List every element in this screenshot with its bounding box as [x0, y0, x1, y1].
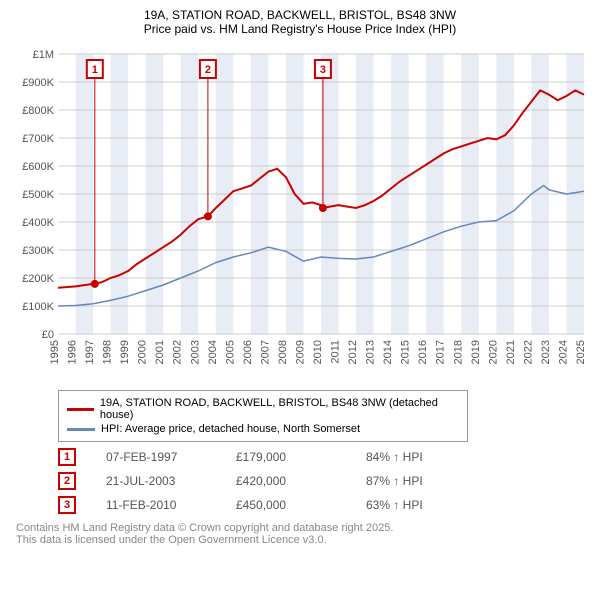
marker-box: 3: [58, 496, 76, 514]
svg-text:£300K: £300K: [22, 245, 54, 257]
svg-text:2021: 2021: [505, 340, 517, 364]
svg-text:2023: 2023: [540, 340, 552, 364]
svg-text:1997: 1997: [84, 340, 96, 364]
chart-svg: £0 £100K £200K £300K £400K £500K £600K £700K £80…: [8, 44, 592, 384]
svg-text:£200K: £200K: [22, 273, 54, 285]
svg-text:1998: 1998: [102, 340, 114, 364]
svg-text:£500K: £500K: [22, 189, 54, 201]
svg-text:2002: 2002: [172, 340, 184, 364]
sale-pct: 87% ↑ HPI: [366, 474, 423, 488]
svg-text:2025: 2025: [575, 340, 587, 364]
chart-container: 19A, STATION ROAD, BACKWELL, BRISTOL, BS…: [0, 0, 600, 590]
marker-box: 2: [58, 472, 76, 490]
svg-text:1: 1: [92, 64, 98, 76]
sale-date: 21-JUL-2003: [106, 474, 206, 488]
svg-text:£900K: £900K: [22, 77, 54, 89]
sale-price: £179,000: [236, 450, 336, 464]
svg-text:£700K: £700K: [22, 133, 54, 145]
sale-pct: 63% ↑ HPI: [366, 498, 423, 512]
svg-text:£1M: £1M: [33, 49, 54, 61]
footer: Contains HM Land Registry data © Crown c…: [16, 522, 592, 546]
svg-text:£100K: £100K: [22, 301, 54, 313]
title-block: 19A, STATION ROAD, BACKWELL, BRISTOL, BS…: [8, 8, 592, 36]
legend-row-1: 19A, STATION ROAD, BACKWELL, BRISTOL, BS…: [67, 397, 459, 421]
svg-text:2009: 2009: [294, 340, 306, 364]
legend-swatch-1: [67, 408, 94, 411]
svg-text:2010: 2010: [312, 340, 324, 364]
svg-text:2022: 2022: [522, 340, 534, 364]
legend-label-2: HPI: Average price, detached house, Nort…: [101, 423, 360, 435]
title-line-1: 19A, STATION ROAD, BACKWELL, BRISTOL, BS…: [8, 8, 592, 22]
svg-text:2003: 2003: [189, 340, 201, 364]
sale-price: £420,000: [236, 474, 336, 488]
sale-date: 11-FEB-2010: [106, 498, 206, 512]
svg-text:2012: 2012: [347, 340, 359, 364]
title-line-2: Price paid vs. HM Land Registry's House …: [8, 22, 592, 36]
svg-text:1995: 1995: [49, 340, 61, 364]
sale-date: 07-FEB-1997: [106, 450, 206, 464]
svg-text:2014: 2014: [382, 340, 394, 364]
svg-text:1999: 1999: [119, 340, 131, 364]
svg-text:2005: 2005: [224, 340, 236, 364]
sale-price: £450,000: [236, 498, 336, 512]
footer-line-2: This data is licensed under the Open Gov…: [16, 534, 592, 546]
footer-line-1: Contains HM Land Registry data © Crown c…: [16, 522, 592, 534]
table-row: 2 21-JUL-2003 £420,000 87% ↑ HPI: [58, 472, 592, 490]
table-row: 1 07-FEB-1997 £179,000 84% ↑ HPI: [58, 448, 592, 466]
svg-text:2020: 2020: [487, 340, 499, 364]
svg-text:2001: 2001: [154, 340, 166, 364]
svg-text:£800K: £800K: [22, 105, 54, 117]
svg-text:£600K: £600K: [22, 161, 54, 173]
svg-text:2019: 2019: [470, 340, 482, 364]
svg-text:2017: 2017: [435, 340, 447, 364]
svg-text:2018: 2018: [452, 340, 464, 364]
svg-text:2006: 2006: [242, 340, 254, 364]
svg-text:£400K: £400K: [22, 217, 54, 229]
marker-box: 1: [58, 448, 76, 466]
legend-label-1: 19A, STATION ROAD, BACKWELL, BRISTOL, BS…: [100, 397, 459, 421]
svg-text:2007: 2007: [259, 340, 271, 364]
legend-row-2: HPI: Average price, detached house, Nort…: [67, 423, 459, 435]
legend-box: 19A, STATION ROAD, BACKWELL, BRISTOL, BS…: [58, 390, 468, 442]
svg-text:2004: 2004: [207, 340, 219, 364]
svg-text:3: 3: [320, 64, 326, 76]
svg-text:2: 2: [205, 64, 211, 76]
table-row: 3 11-FEB-2010 £450,000 63% ↑ HPI: [58, 496, 592, 514]
sale-pct: 84% ↑ HPI: [366, 450, 423, 464]
svg-text:2000: 2000: [137, 340, 149, 364]
svg-text:2015: 2015: [400, 340, 412, 364]
svg-text:£0: £0: [42, 329, 54, 341]
svg-text:1996: 1996: [67, 340, 79, 364]
svg-text:2013: 2013: [365, 340, 377, 364]
svg-text:2008: 2008: [277, 340, 289, 364]
price-table: 1 07-FEB-1997 £179,000 84% ↑ HPI 2 21-JU…: [58, 448, 592, 514]
svg-text:2024: 2024: [557, 340, 569, 364]
svg-text:2016: 2016: [417, 340, 429, 364]
svg-text:2011: 2011: [330, 340, 342, 364]
chart-area: £0 £100K £200K £300K £400K £500K £600K £700K £80…: [8, 44, 592, 384]
legend-swatch-2: [67, 428, 95, 431]
